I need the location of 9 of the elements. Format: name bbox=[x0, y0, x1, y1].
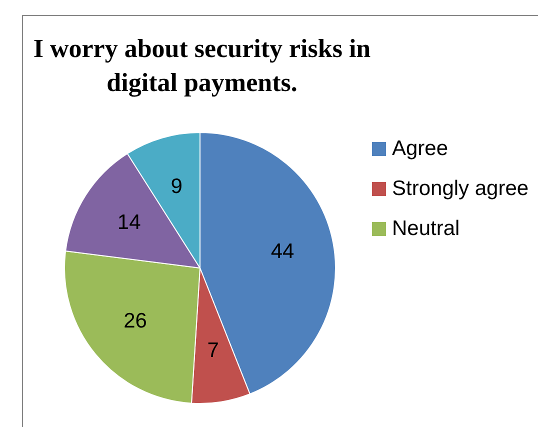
chart-title: I worry about security risks in digital payments. bbox=[32, 33, 372, 99]
data-label: 7 bbox=[207, 338, 219, 362]
data-label: 9 bbox=[170, 175, 182, 198]
legend-label: Agree bbox=[392, 136, 448, 162]
data-label: 14 bbox=[117, 210, 142, 234]
data-label: 44 bbox=[270, 240, 295, 264]
legend-label: Neutral bbox=[392, 216, 460, 242]
legend-label: Strongly agree bbox=[392, 176, 529, 202]
data-label: 26 bbox=[124, 309, 147, 332]
